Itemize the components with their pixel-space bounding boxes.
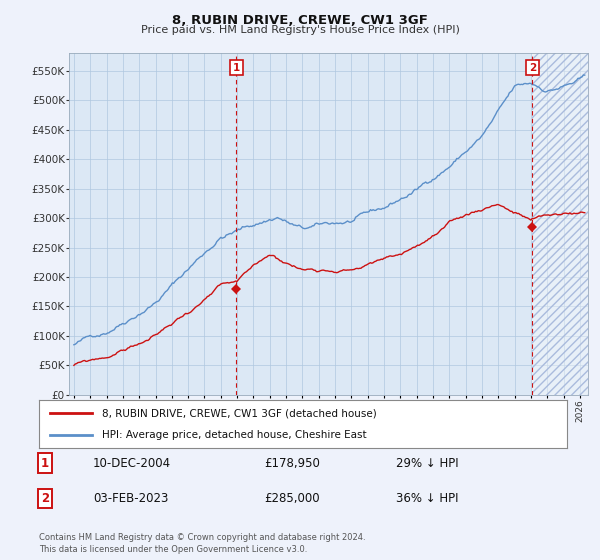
Text: 03-FEB-2023: 03-FEB-2023 [93, 492, 169, 505]
Text: HPI: Average price, detached house, Cheshire East: HPI: Average price, detached house, Ches… [103, 430, 367, 440]
Text: 8, RUBIN DRIVE, CREWE, CW1 3GF: 8, RUBIN DRIVE, CREWE, CW1 3GF [172, 14, 428, 27]
Bar [532, 53, 588, 395]
Text: Price paid vs. HM Land Registry's House Price Index (HPI): Price paid vs. HM Land Registry's House … [140, 25, 460, 35]
Text: 29% ↓ HPI: 29% ↓ HPI [396, 456, 458, 470]
Text: £285,000: £285,000 [264, 492, 320, 505]
Text: 36% ↓ HPI: 36% ↓ HPI [396, 492, 458, 505]
Text: 2: 2 [529, 63, 536, 73]
Text: 1: 1 [233, 63, 240, 73]
Text: 2: 2 [41, 492, 49, 505]
Text: 8, RUBIN DRIVE, CREWE, CW1 3GF (detached house): 8, RUBIN DRIVE, CREWE, CW1 3GF (detached… [103, 408, 377, 418]
Text: Contains HM Land Registry data © Crown copyright and database right 2024.
This d: Contains HM Land Registry data © Crown c… [39, 533, 365, 554]
Text: 10-DEC-2004: 10-DEC-2004 [93, 456, 171, 470]
Bar [532, 53, 588, 395]
Text: £178,950: £178,950 [264, 456, 320, 470]
Text: 1: 1 [41, 456, 49, 470]
